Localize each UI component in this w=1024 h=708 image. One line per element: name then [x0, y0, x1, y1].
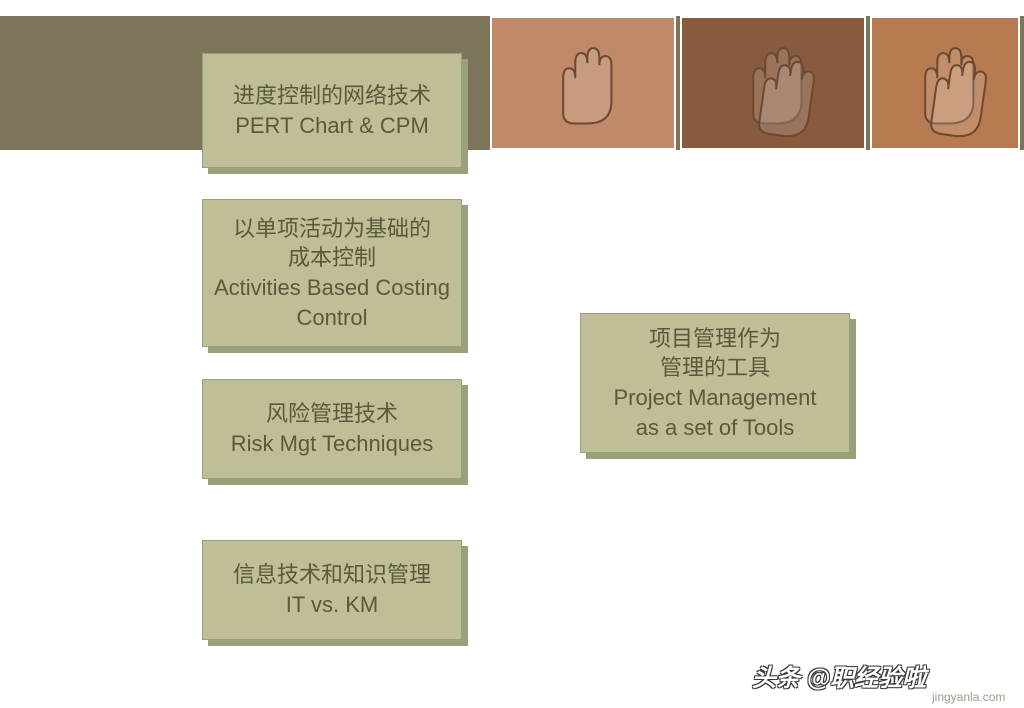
right-box-0-line-3: as a set of Tools	[636, 413, 795, 443]
right-box-0: 项目管理作为管理的工具Project Managementas a set of…	[580, 313, 850, 453]
left-box-1-line-3: Control	[297, 303, 368, 333]
left-box-0-line-1: PERT Chart & CPM	[235, 111, 429, 141]
header-photo-3	[870, 16, 1020, 150]
slide-stage: 进度控制的网络技术PERT Chart & CPM 以单项活动为基础的成本控制Ac…	[0, 0, 1024, 708]
left-box-0-line-0: 进度控制的网络技术	[233, 81, 431, 111]
left-box-2-line-1: Risk Mgt Techniques	[231, 429, 434, 459]
left-box-1-line-1: 成本控制	[288, 243, 376, 273]
right-box-0-line-0: 项目管理作为	[649, 324, 781, 354]
right-box-0-line-2: Project Management	[614, 383, 817, 413]
right-box-0-line-1: 管理的工具	[660, 353, 770, 383]
watermark-url: jingyanla.com	[932, 690, 1005, 704]
watermark-text: 头条 @职经验啦	[752, 658, 926, 693]
header-photo-1	[490, 16, 676, 150]
left-box-1: 以单项活动为基础的成本控制Activities Based CostingCon…	[202, 199, 462, 347]
left-box-1-line-0: 以单项活动为基础的	[233, 214, 431, 244]
left-box-3-line-1: IT vs. KM	[286, 590, 379, 620]
left-box-3-line-0: 信息技术和知识管理	[233, 560, 431, 590]
left-box-1-line-2: Activities Based Costing	[214, 273, 450, 303]
left-box-3: 信息技术和知识管理IT vs. KM	[202, 540, 462, 640]
left-box-2-line-0: 风险管理技术	[266, 399, 398, 429]
left-box-0: 进度控制的网络技术PERT Chart & CPM	[202, 53, 462, 168]
header-photo-2	[680, 16, 866, 150]
left-box-2: 风险管理技术Risk Mgt Techniques	[202, 379, 462, 479]
